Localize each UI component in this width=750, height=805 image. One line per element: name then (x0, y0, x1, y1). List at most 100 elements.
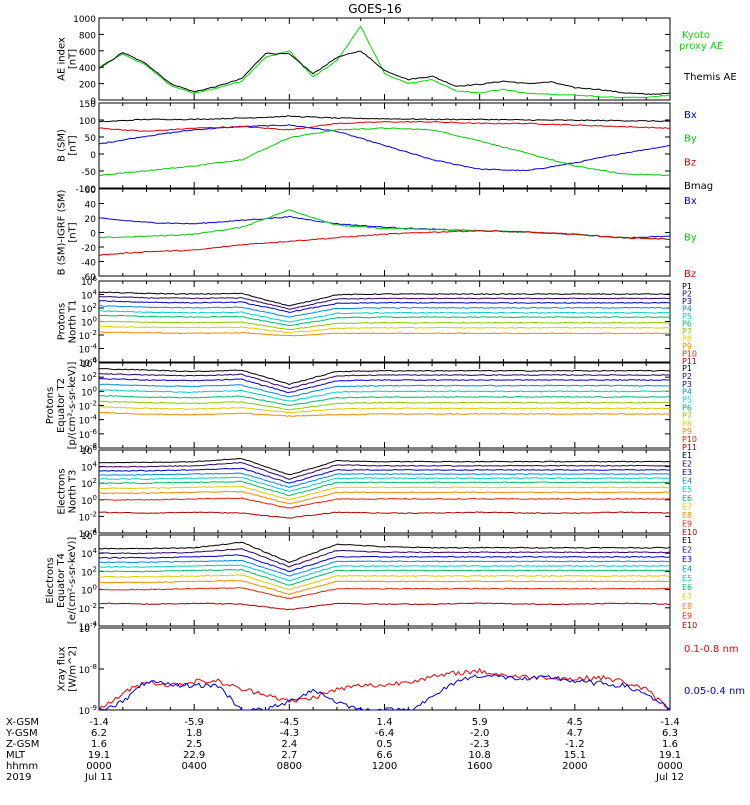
series-line-pt2-p3 (98, 377, 671, 393)
ytick-label-xray: 10-9 (79, 704, 97, 717)
series-line-pt1-p4 (98, 305, 671, 318)
ytick-label-xray: 10-7 (79, 622, 97, 635)
xaxis-value-y-gsm: 4.7 (567, 728, 583, 739)
series-line-pt1-p1 (98, 291, 671, 307)
ytick-label-bsm: -100 (76, 185, 97, 195)
ytick-label-ae: 0 (90, 97, 96, 107)
legend-entry-pt1: P3 (682, 297, 692, 306)
legend-entry-et3: E4 (682, 477, 692, 486)
xaxis-value-x-gsm: 5.9 (472, 717, 488, 728)
ylabel-ae: [nT] (68, 49, 79, 69)
legend-entry-pt2: P9 (682, 427, 692, 436)
series-line-et3-e10 (99, 511, 671, 519)
xaxis-value-x-gsm: 4.5 (567, 717, 583, 728)
legend-entry-et4: E4 (682, 564, 692, 573)
xaxis-value-x-gsm: -1.4 (660, 717, 680, 728)
ytick-label-xray: 10-8 (79, 663, 97, 676)
legend-entry-pt2: P2 (682, 372, 692, 381)
xaxis-value-x-gsm: 1.4 (377, 717, 393, 728)
legend-entry-et4: E7 (682, 593, 692, 602)
xaxis-value-y-gsm: -6.4 (375, 728, 395, 739)
legend-entry-et4: E5 (682, 574, 692, 583)
legend-entry-pt1: P5 (682, 312, 692, 321)
ytick-label-pt2: 100 (81, 385, 97, 398)
ytick-label-ae: 800 (79, 31, 96, 41)
legend-entry-pt2: P1 (682, 364, 692, 373)
ytick-label-pt1: 106 (81, 275, 97, 288)
xaxis-value-y-gsm: -2.0 (470, 728, 490, 739)
legend-entry-pt2: P4 (682, 388, 692, 397)
ytick-label-pt1: 100 (81, 316, 97, 329)
xaxis-row-label-hhmm: hhmm (6, 761, 38, 772)
ytick-label-bsm: 0 (90, 151, 96, 161)
ytick-label-bsm: -50 (81, 168, 96, 178)
xaxis-value-mlt: 19.1 (88, 750, 110, 761)
ylabel-bigrf: [nT] (68, 222, 79, 242)
ylabel-et3: Electrons (57, 468, 68, 514)
series-line-ae-kyoto-proxy-ae (98, 25, 671, 99)
ytick-label-bigrf: -60 (81, 273, 96, 283)
series-line-pt2-p4 (98, 383, 671, 398)
ytick-label-et3: 102 (81, 477, 97, 490)
series-line-et4-e3 (98, 554, 671, 573)
series-line-et4-e7 (98, 574, 671, 591)
legend-entry-bsm: Bmag (684, 181, 713, 192)
legend-entry-ae: Kyoto (682, 30, 710, 41)
series-line-pt1-p7 (98, 320, 671, 331)
xaxis-value-z-gsm: -1.2 (565, 739, 585, 750)
ytick-label-et4: 10-2 (79, 602, 97, 615)
legend-entry-pt2: P5 (682, 396, 692, 405)
series-line-pt1-p2 (98, 295, 671, 310)
legend-entry-pt2: P10 (682, 435, 697, 444)
xaxis-value-2019: Jul 12 (655, 772, 684, 783)
legend-entry-pt1: P7 (682, 327, 692, 336)
legend-entry-xray: 0.05-0.4 nm (684, 686, 745, 697)
ytick-label-et3: 10-4 (79, 527, 98, 540)
xaxis-value-hhmm: 0000 (657, 761, 682, 772)
series-line-et4-e10 (98, 602, 671, 611)
ylabel-xray: [W/m^2] (68, 646, 79, 692)
ytick-label-bigrf: 40 (85, 201, 97, 211)
ytick-label-et3: 100 (81, 494, 97, 507)
xaxis-value-hhmm: 1200 (372, 761, 397, 772)
ytick-label-pt2: 10-6 (79, 428, 98, 441)
ytick-label-ae: 200 (79, 81, 96, 91)
xaxis-value-mlt: 6.6 (377, 750, 393, 761)
legend-entry-et3: E8 (682, 511, 692, 520)
legend-entry-et4: E8 (682, 602, 692, 611)
ytick-label-pt1: 104 (81, 289, 97, 302)
xaxis-value-z-gsm: 1.6 (91, 739, 107, 750)
series-line-xray-0-1-0-8-nm (98, 667, 671, 711)
series-line-et4-e4 (98, 559, 671, 577)
ytick-label-et4: 106 (81, 529, 97, 542)
ytick-label-pt2: 10-8 (79, 442, 97, 455)
xaxis-value-x-gsm: -1.4 (89, 717, 109, 728)
legend-entry-et4: E1 (682, 536, 692, 545)
xaxis-value-x-gsm: -4.5 (280, 717, 300, 728)
ytick-label-et4: 10-4 (79, 620, 98, 633)
series-line-et4-e6 (98, 568, 671, 586)
panel-frame-bigrf (98, 188, 671, 277)
ylabel-et4: [e/(cm²-s-sr-keV)] (67, 537, 78, 625)
legend-entry-et3: E7 (682, 502, 692, 511)
series-line-et3-e9 (98, 497, 671, 509)
legend-entry-ae: Themis AE (683, 72, 737, 83)
xaxis-value-mlt: 2.7 (281, 750, 297, 761)
ylabel-bigrf: B (SM)-IGRF (SM) (57, 190, 68, 276)
series-line-et4-e5 (98, 564, 671, 582)
ytick-label-et4: 104 (81, 547, 97, 560)
ytick-label-pt1: 102 (81, 302, 97, 315)
series-line-pt2-p6 (98, 394, 671, 406)
ylabel-bsm: [nT] (68, 135, 79, 155)
ytick-label-bigrf: -40 (81, 259, 96, 269)
ylabel-pt1: Protons (57, 303, 68, 340)
xaxis-value-mlt: 19.1 (659, 750, 681, 761)
xaxis-value-y-gsm: 6.3 (662, 728, 678, 739)
legend-entry-et3: E10 (682, 528, 697, 537)
ytick-label-et4: 100 (81, 584, 97, 597)
xaxis-value-hhmm: 0400 (181, 761, 206, 772)
series-line-et3-e1 (99, 457, 671, 476)
xaxis-value-hhmm: 0800 (277, 761, 302, 772)
ytick-label-pt1: 10-6 (79, 356, 98, 369)
